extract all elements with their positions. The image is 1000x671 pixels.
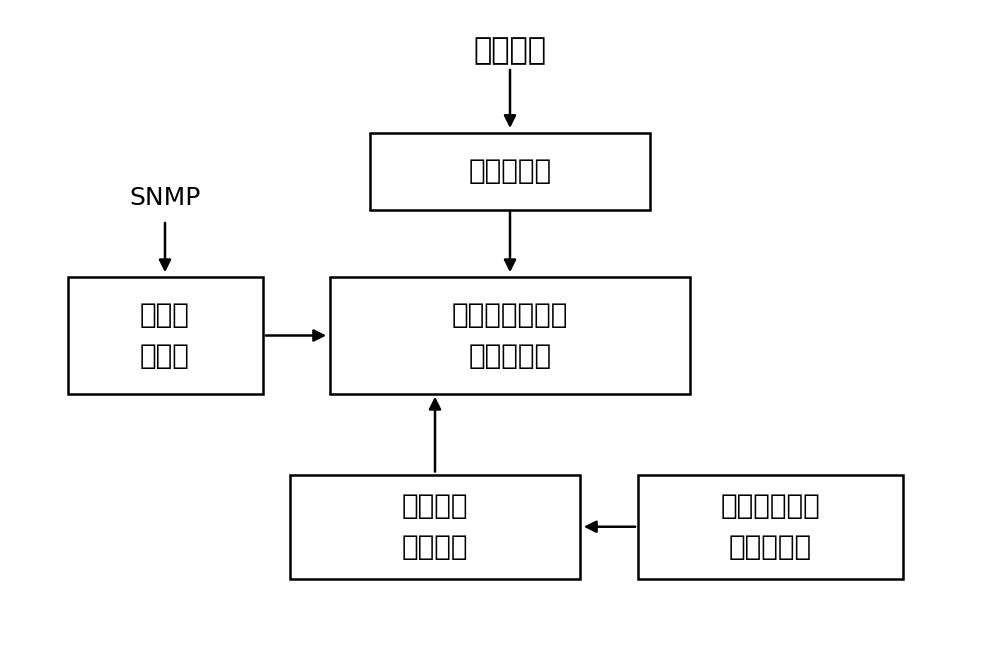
Bar bbox=[330, 277, 690, 395]
Text: 构造新的网络层
析成像模型: 构造新的网络层 析成像模型 bbox=[452, 301, 568, 370]
Bar bbox=[68, 277, 262, 395]
Text: 提取链
路负载: 提取链 路负载 bbox=[140, 301, 190, 370]
Bar bbox=[290, 475, 580, 578]
Text: 历史流量: 历史流量 bbox=[474, 36, 546, 65]
Bar bbox=[638, 475, 902, 578]
Bar bbox=[370, 133, 650, 209]
Text: 构造稀疏基: 构造稀疏基 bbox=[468, 157, 552, 185]
Text: 构造随机
测量矩阵: 构造随机 测量矩阵 bbox=[402, 492, 468, 562]
Text: SNMP: SNMP bbox=[129, 186, 201, 210]
Text: 随机高斯矩阵
与路由矩阵: 随机高斯矩阵 与路由矩阵 bbox=[720, 492, 820, 562]
